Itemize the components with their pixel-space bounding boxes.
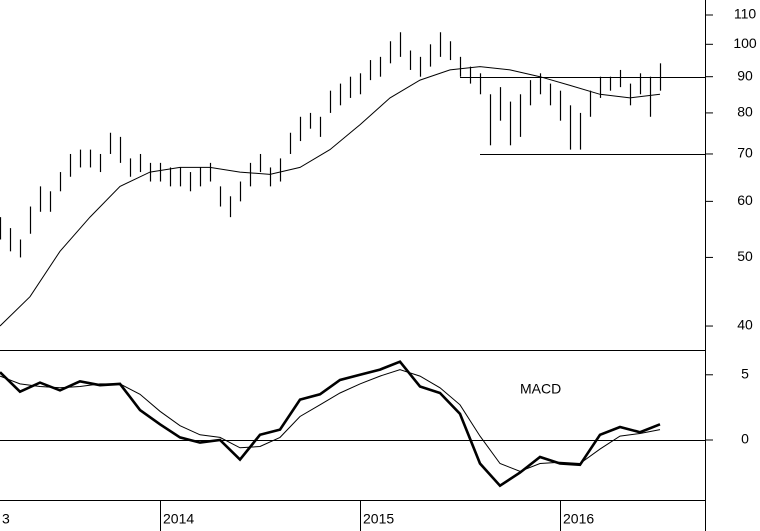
x-tick-label: 2016 bbox=[563, 511, 594, 527]
y-tick-label: 40 bbox=[737, 317, 753, 333]
y-tick-label: 100 bbox=[733, 35, 757, 51]
macd-line bbox=[0, 360, 661, 488]
x-tick-label: 2015 bbox=[363, 511, 394, 527]
y-tick-label: 90 bbox=[737, 67, 753, 83]
y-tick-label: 0 bbox=[741, 431, 749, 447]
y-tick-label: 50 bbox=[737, 248, 753, 264]
x-tick-label: 2014 bbox=[163, 511, 194, 527]
y-tick-label: 80 bbox=[737, 104, 753, 120]
moving-average bbox=[0, 66, 661, 327]
y-tick-label: 60 bbox=[737, 192, 753, 208]
y-tick-label: 110 bbox=[734, 6, 757, 22]
macd-line bbox=[0, 369, 661, 472]
panel-label: MACD bbox=[520, 381, 561, 397]
y-tick-label: 70 bbox=[737, 145, 753, 161]
y-tick-label: 5 bbox=[741, 365, 749, 381]
x-tick-label: 3 bbox=[2, 511, 10, 527]
